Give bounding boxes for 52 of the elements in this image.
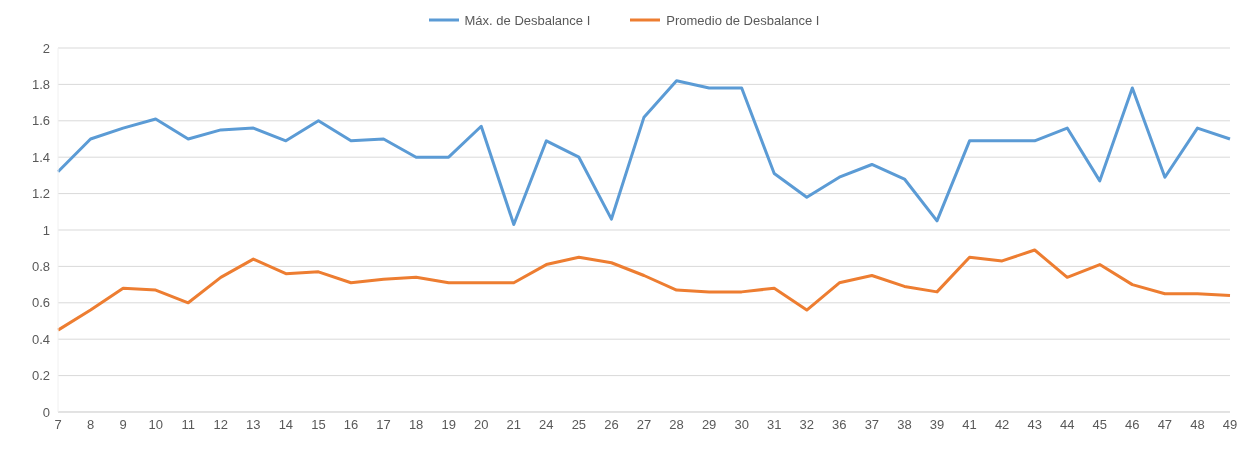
y-tick-label: 2 bbox=[42, 40, 50, 56]
x-tick-label: 18 bbox=[408, 417, 424, 433]
y-tick-label: 1.4 bbox=[31, 149, 50, 165]
x-tick-label: 48 bbox=[1190, 417, 1205, 433]
x-tick-label: 27 bbox=[636, 417, 652, 433]
x-tick-label: 13 bbox=[246, 417, 261, 433]
legend-label: Máx. de Desbalance I bbox=[464, 12, 591, 28]
x-tick-label: 25 bbox=[571, 417, 587, 433]
x-tick-label: 26 bbox=[604, 417, 619, 433]
x-tick-label: 47 bbox=[1157, 417, 1173, 433]
x-tick-label: 24 bbox=[539, 417, 554, 433]
x-tick-label: 31 bbox=[766, 417, 782, 433]
y-tick-label: 0.2 bbox=[31, 368, 50, 384]
y-tick-label: 1.6 bbox=[31, 113, 50, 129]
x-tick-label: 44 bbox=[1059, 417, 1075, 433]
y-tick-label: 1.8 bbox=[31, 77, 50, 93]
line-series bbox=[56, 248, 1232, 332]
x-tick-label: 38 bbox=[897, 417, 912, 433]
y-tick-label: 0.4 bbox=[31, 331, 50, 347]
y-tick-label: 0.6 bbox=[31, 295, 50, 311]
x-tick-label: 49 bbox=[1222, 417, 1238, 433]
x-tick-label: 36 bbox=[832, 417, 847, 433]
x-tick-label: 45 bbox=[1092, 417, 1108, 433]
y-tick-label: 0.8 bbox=[31, 259, 50, 275]
x-tick-label: 43 bbox=[1027, 417, 1042, 433]
y-tick-label: 1.2 bbox=[31, 186, 50, 202]
y-tick-label: 0 bbox=[42, 404, 50, 420]
x-tick-label: 46 bbox=[1125, 417, 1140, 433]
x-tick-label: 20 bbox=[473, 417, 489, 433]
x-tick-label: 32 bbox=[799, 417, 815, 433]
x-tick-label: 16 bbox=[343, 417, 359, 433]
x-tick-label: 14 bbox=[278, 417, 294, 433]
x-tick-label: 29 bbox=[701, 417, 717, 433]
x-tick-label: 12 bbox=[213, 417, 229, 433]
x-tick-label: 9 bbox=[119, 417, 127, 433]
x-tick-label: 41 bbox=[962, 417, 977, 433]
x-tick-label: 15 bbox=[311, 417, 326, 433]
x-tick-label: 21 bbox=[506, 417, 522, 433]
x-tick-label: 11 bbox=[181, 417, 195, 433]
x-tick-label: 7 bbox=[54, 417, 62, 433]
legend-label: Promedio de Desbalance I bbox=[666, 12, 820, 28]
line-series bbox=[56, 79, 1232, 227]
x-tick-label: 10 bbox=[148, 417, 163, 433]
x-tick-label: 8 bbox=[86, 417, 95, 433]
x-tick-label: 19 bbox=[441, 417, 456, 433]
x-tick-label: 28 bbox=[669, 417, 684, 433]
y-tick-label: 1 bbox=[42, 222, 50, 238]
x-tick-label: 17 bbox=[376, 417, 391, 433]
x-tick-label: 39 bbox=[929, 417, 945, 433]
x-tick-label: 30 bbox=[734, 417, 749, 433]
x-tick-label: 42 bbox=[994, 417, 1010, 433]
x-tick-label: 37 bbox=[864, 417, 880, 433]
